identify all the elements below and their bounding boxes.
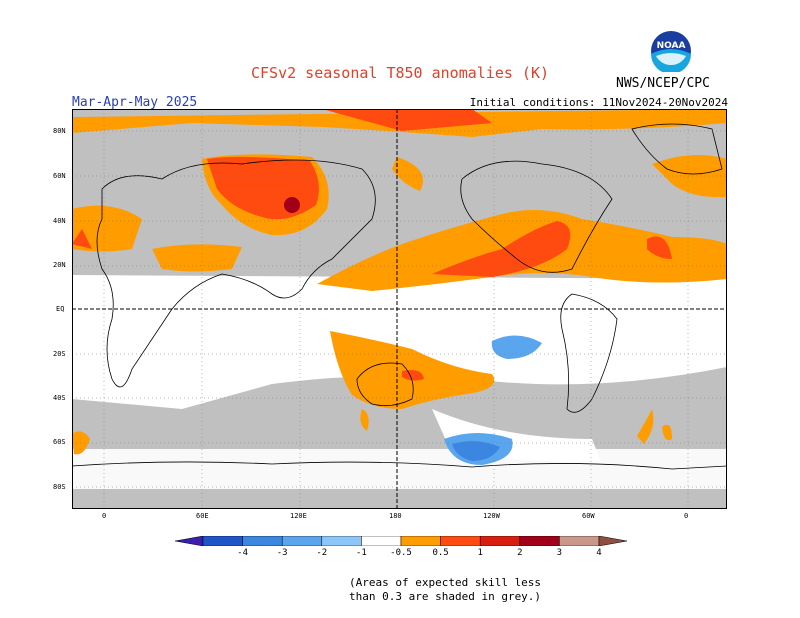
colorbar-segment bbox=[321, 536, 362, 546]
colorbar-segment bbox=[361, 536, 402, 546]
colorbar-tick-label: -3 bbox=[276, 548, 288, 558]
skill-note: (Areas of expected skill less than 0.3 a… bbox=[349, 576, 541, 604]
noaa-logo-icon: NOAA bbox=[651, 31, 691, 72]
y-tick-label: 40S bbox=[53, 394, 66, 402]
coastlines bbox=[72, 123, 727, 470]
skill-note-line: than 0.3 are shaded in grey.) bbox=[349, 590, 542, 603]
y-tick-label: 20S bbox=[53, 350, 66, 358]
colorbar-tick-label: -0.5 bbox=[390, 548, 412, 558]
y-tick-label: 20N bbox=[53, 261, 66, 269]
colorbar-segment bbox=[440, 536, 481, 546]
x-tick-label: 60W bbox=[582, 512, 595, 520]
x-tick-label: 60E bbox=[196, 512, 209, 520]
y-tick-label: 60S bbox=[53, 438, 66, 446]
colorbar-segment bbox=[242, 536, 283, 546]
colorbar-tick-label: 2 bbox=[517, 548, 523, 558]
colorbar-segment bbox=[281, 536, 323, 546]
x-tick-label: 180 bbox=[389, 512, 402, 520]
colorbar-tick-label: 3 bbox=[556, 548, 563, 558]
y-tick-label: 80N bbox=[53, 127, 66, 135]
colorbar-segment bbox=[559, 536, 600, 546]
x-tick-label: 0 bbox=[102, 512, 107, 520]
x-tick-label: 120W bbox=[483, 512, 500, 520]
colorbar-tick-label: -4 bbox=[237, 548, 249, 558]
colorbar-tick-label: -2 bbox=[316, 548, 328, 558]
y-tick-label: EQ bbox=[56, 305, 65, 313]
skill-note-line: (Areas of expected skill less bbox=[349, 576, 542, 589]
colorbar-tick-label: 1 bbox=[477, 548, 483, 558]
initial-conditions-label: Initial conditions: 11Nov2024-20Nov2024 bbox=[469, 96, 728, 109]
colorbar bbox=[175, 536, 627, 546]
season-label: Mar-Apr-May 2025 bbox=[72, 95, 198, 110]
colorbar-tick-label: -1 bbox=[355, 548, 367, 558]
colorbar-tick-label: 0.5 bbox=[432, 548, 449, 558]
y-tick-label: 80S bbox=[53, 483, 66, 491]
y-tick-label: 60N bbox=[53, 172, 66, 180]
colorbar-segment bbox=[400, 536, 441, 546]
logo-text: NOAA bbox=[657, 41, 686, 51]
colorbar-segment bbox=[479, 536, 521, 546]
colorbar-segment bbox=[202, 536, 243, 546]
organization-label: NWS/NCEP/CPC bbox=[616, 76, 710, 91]
y-tick-label: 40N bbox=[53, 217, 66, 225]
map-title: CFSv2 seasonal T850 anomalies (K) bbox=[250, 64, 549, 82]
colorbar-segment bbox=[598, 536, 627, 546]
x-tick-label: 0 bbox=[684, 512, 689, 520]
colorbar-tick-label: 4 bbox=[596, 548, 602, 558]
x-tick-label: 120E bbox=[290, 512, 307, 520]
colorbar-segment bbox=[175, 536, 204, 546]
colorbar-segment bbox=[519, 536, 560, 546]
anomaly-map bbox=[72, 109, 727, 509]
